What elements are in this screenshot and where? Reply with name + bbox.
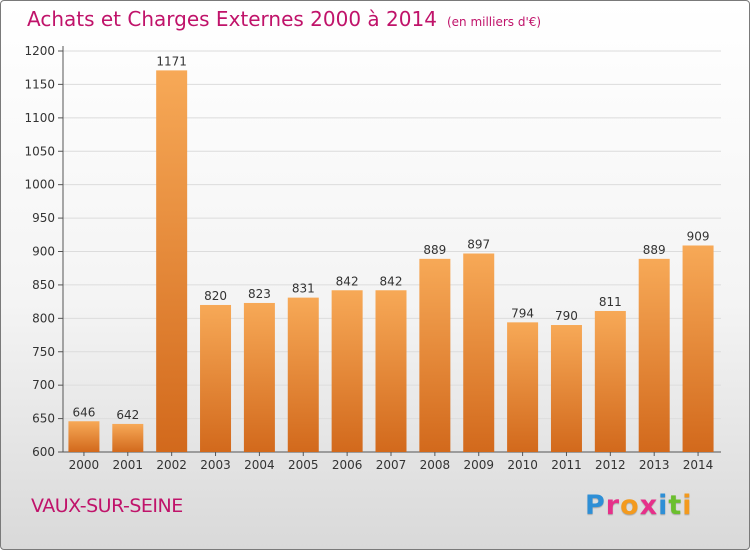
title-text: Achats et Charges Externes 2000 à 2014: [27, 7, 437, 31]
chart-title: Achats et Charges Externes 2000 à 2014 (e…: [27, 7, 541, 31]
bars: [68, 70, 714, 453]
y-tick-label: 1150: [24, 77, 55, 91]
x-tick-label: 2000: [69, 458, 100, 472]
data-label: 646: [72, 405, 95, 419]
x-tick-label: 2006: [332, 458, 363, 472]
data-label: 790: [555, 309, 578, 323]
x-tick-label: 2003: [200, 458, 231, 472]
y-tick-label: 650: [32, 412, 55, 426]
y-tick-label: 750: [32, 345, 55, 359]
data-label: 794: [511, 306, 534, 320]
unit-note: (en milliers d'€): [446, 15, 542, 29]
bar: [375, 290, 407, 452]
logo-letter: t: [668, 490, 683, 521]
logo-letter: r: [605, 490, 621, 521]
x-tick-label: 2005: [288, 458, 319, 472]
data-label: 842: [336, 274, 359, 288]
bar: [68, 421, 100, 452]
data-label: 1171: [156, 54, 187, 68]
bar: [463, 253, 495, 452]
bar: [331, 290, 363, 452]
bar: [550, 325, 582, 452]
logo-letter: x: [639, 490, 659, 521]
bar: [594, 310, 626, 452]
x-tick-label: 2004: [244, 458, 275, 472]
x-tick-label: 2011: [551, 458, 582, 472]
x-tick-label: 2008: [420, 458, 451, 472]
bar: [287, 297, 319, 452]
x-tick-label: 2013: [639, 458, 670, 472]
data-label: 642: [116, 408, 139, 422]
logo-letter: o: [620, 490, 640, 521]
data-label: 842: [380, 274, 403, 288]
x-tick-label: 2002: [156, 458, 187, 472]
commune-name: VAUX-SUR-SEINE: [31, 495, 183, 517]
y-tick-label: 600: [32, 445, 55, 459]
labels: 646 2000 642 2001 1171 2002 820 2003 823 2004 831 2…: [69, 54, 714, 472]
x-tick-label: 2010: [507, 458, 538, 472]
y-tick-label: 850: [32, 278, 55, 292]
x-tick-label: 2014: [683, 458, 714, 472]
data-label: 897: [467, 238, 490, 252]
y-tick-label: 1100: [24, 111, 55, 125]
data-label: 811: [599, 295, 622, 309]
y-tick-label: 900: [32, 245, 55, 259]
logo-letter: i: [658, 490, 669, 521]
data-label: 823: [248, 287, 271, 301]
bar: [243, 302, 275, 452]
data-label: 889: [423, 243, 446, 257]
x-tick-label: 2007: [376, 458, 407, 472]
y-tick-label: 1200: [24, 44, 55, 58]
bar: [682, 245, 714, 452]
data-label: 820: [204, 289, 227, 303]
bar: [638, 258, 670, 452]
data-label: 889: [643, 243, 666, 257]
proxiti-logo: Proxiti: [585, 490, 693, 521]
x-tick-label: 2012: [595, 458, 626, 472]
data-label: 831: [292, 282, 315, 296]
bar: [419, 258, 451, 452]
logo-letter: i: [682, 490, 693, 521]
logo-letter: P: [585, 490, 606, 521]
x-tick-label: 2009: [463, 458, 494, 472]
data-label: 909: [687, 229, 710, 243]
y-tick-label: 700: [32, 378, 55, 392]
bar: [156, 70, 188, 453]
bar: [200, 304, 232, 452]
y-tick-label: 1000: [24, 178, 55, 192]
y-tick-label: 950: [32, 211, 55, 225]
x-tick-label: 2001: [113, 458, 144, 472]
bar: [112, 423, 144, 452]
bar: [507, 322, 539, 452]
y-tick-label: 800: [32, 311, 55, 325]
y-tick-label: 1050: [24, 144, 55, 158]
axes: 600 650 700 750 800 850 900 950 1000 1050 1100 1150…: [24, 44, 721, 459]
